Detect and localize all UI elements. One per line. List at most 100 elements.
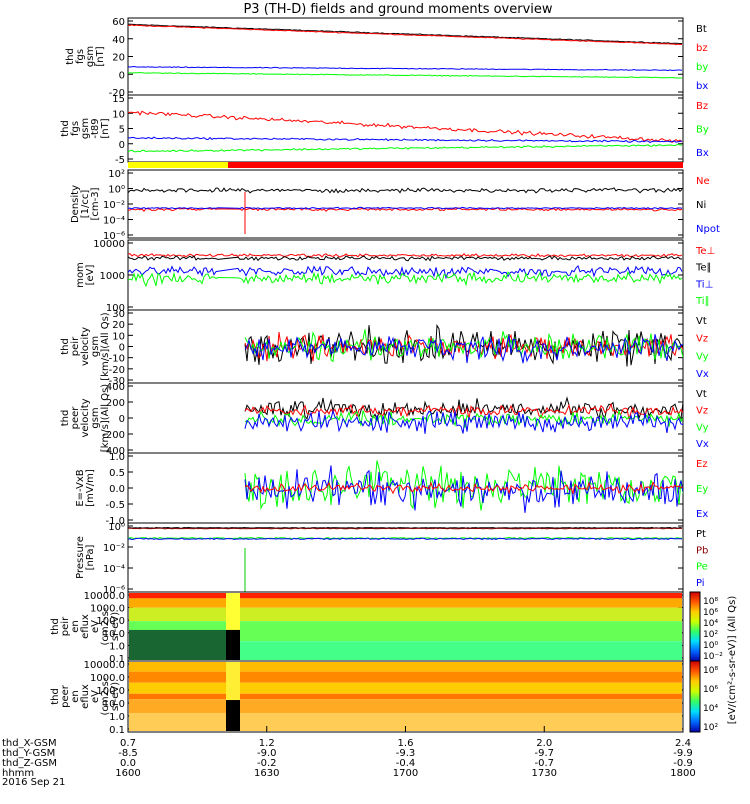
series-Vt: [244, 396, 683, 422]
spectrogram-gap-low: [226, 629, 240, 660]
y-axis-label-line: fgs: [75, 49, 86, 64]
legend-Ne: Ne: [696, 176, 710, 187]
y-axis-label: E=-VxB[mV/m]: [75, 469, 96, 507]
series-bz: [128, 24, 683, 46]
panel-1: 60 40 20 0 -20 thdfgsgsm[nT] Bt bz by bx: [65, 17, 708, 99]
y-axis-label-line: -t89: [90, 118, 101, 138]
ytick-label: 1000: [100, 271, 125, 282]
status-bar-yellow: [128, 162, 228, 168]
ytick-label: 0.0: [109, 484, 125, 495]
y-axis-label-line: (cm2-s-: [100, 607, 111, 645]
spectrogram: [129, 662, 682, 731]
legend-Vz: Vz: [696, 334, 708, 345]
panel-8: 10⁰ 10⁻² 10⁻⁴ 10⁻⁶ Pressure[nPa] Pt Pb Pe Pi: [75, 522, 708, 596]
ytick-label: 10⁻²: [103, 200, 125, 211]
legend-Pi: Pi: [696, 578, 705, 589]
colorbar-strip: [689, 591, 701, 662]
y-axis-label-line: [nPa]: [85, 544, 96, 570]
y-axis-label: thdfgsgsm[nT]: [65, 46, 106, 67]
ytick-label: -5: [115, 155, 125, 166]
legend-Ti∥: Ti∥: [695, 296, 710, 307]
panel-data: [244, 396, 683, 434]
ytick-label: 10: [112, 109, 125, 120]
x-row-label: hhmm: [2, 768, 34, 779]
series-Te∥: [128, 255, 683, 262]
ytick-label: -200: [102, 430, 125, 441]
y-axis-label-line: velocity: [80, 398, 91, 437]
ytick-label: 10²: [108, 169, 125, 180]
series-Bx: [128, 136, 683, 143]
panel-data: [128, 110, 683, 153]
series-Ex: [244, 481, 683, 495]
colorbar-tick: 10⁸: [703, 597, 718, 607]
series-Pe: [128, 536, 682, 540]
xtick-label: 2.4: [675, 738, 691, 749]
ytick-label: 40: [112, 35, 125, 46]
y-axis-label: thdpeirvelocitygsm[km/s](All Qs): [60, 312, 111, 380]
ytick-label: 10⁻²: [103, 543, 125, 554]
y-axis-label-line: [km/s](All Qs): [100, 384, 111, 452]
panel-5: 3020100-10-20-30thdpeirvelocitygsm[km/s]…: [60, 309, 709, 387]
legend-Vx: Vx: [696, 369, 709, 380]
ytick-label: 0: [119, 70, 125, 81]
xtick-label: -9.9: [673, 748, 693, 759]
colorbar-tick: 10²: [703, 723, 718, 733]
series-Ni: [128, 207, 683, 212]
panel-data: [244, 460, 683, 513]
ytick-label: 1.0: [109, 712, 125, 723]
y-axis-label-line: velocity: [80, 327, 91, 366]
spectrogram-band: [129, 598, 682, 608]
series-Pt: [128, 526, 683, 529]
panel-frame: [127, 169, 684, 239]
xtick-label: 0.7: [120, 738, 136, 749]
spectrogram-band: [129, 593, 682, 599]
y-axis-label-line: peir: [70, 336, 81, 356]
colorbar-tick: 10⁸: [703, 666, 718, 676]
series-By: [128, 143, 683, 153]
xtick-label: 1700: [393, 768, 418, 779]
series-Vz: [244, 332, 683, 362]
legend-Bt: Bt: [696, 24, 707, 35]
series-Ey: [244, 465, 683, 513]
spectrogram-band: [129, 621, 682, 642]
xtick-label: -0.7: [534, 758, 554, 769]
y-axis-label-line: sr-eV): [110, 612, 121, 641]
legend-Ez: Ez: [696, 459, 708, 470]
legend-Pe: Pe: [696, 562, 708, 573]
legend-Te⊥: Te⊥: [695, 246, 715, 257]
spectrogram: [129, 593, 682, 660]
xtick-label: -9.7: [534, 748, 554, 759]
y-axis-label-line: thd: [50, 618, 61, 635]
y-axis-label-line: eflux: [80, 614, 91, 639]
ytick-label: 20: [112, 53, 125, 64]
series-Vx: [244, 334, 683, 364]
legend-Ti⊥: Ti⊥: [695, 279, 713, 290]
y-axis-label-line: thd: [50, 688, 61, 705]
ytick-label: 10⁻⁴: [103, 564, 125, 575]
ytick-label: -400: [102, 446, 125, 457]
legend-Npot: Npot: [696, 224, 720, 235]
ytick-label: 10⁻⁶: [103, 231, 125, 242]
y-axis-label-line: Pressure: [75, 536, 86, 579]
ytick-label: 10: [112, 331, 125, 342]
legend-Vx: Vx: [696, 439, 709, 450]
ytick-label: 0.1: [109, 725, 125, 736]
legend-Ey: Ey: [696, 484, 708, 495]
legend-Vy: Vy: [696, 422, 709, 433]
y-axis-label-line: gsm: [80, 118, 91, 139]
y-axis-label: mom[eV]: [75, 262, 96, 288]
series-Ti⊥: [128, 264, 683, 280]
series-Ti∥: [128, 270, 683, 288]
ytick-label: 400: [106, 382, 125, 393]
panel-data: [128, 253, 683, 288]
xtick-label: 1730: [532, 768, 557, 779]
legend-by: by: [696, 62, 708, 73]
y-axis-label-line: thd: [60, 120, 71, 137]
legend-Vt: Vt: [696, 389, 707, 400]
legend-Te∥: Te∥: [695, 263, 712, 274]
xtick-label: 1.2: [259, 738, 275, 749]
xtick-label: -8.5: [118, 748, 138, 759]
ytick-label: -1.0: [105, 516, 125, 527]
ytick-label: 5: [119, 125, 125, 136]
